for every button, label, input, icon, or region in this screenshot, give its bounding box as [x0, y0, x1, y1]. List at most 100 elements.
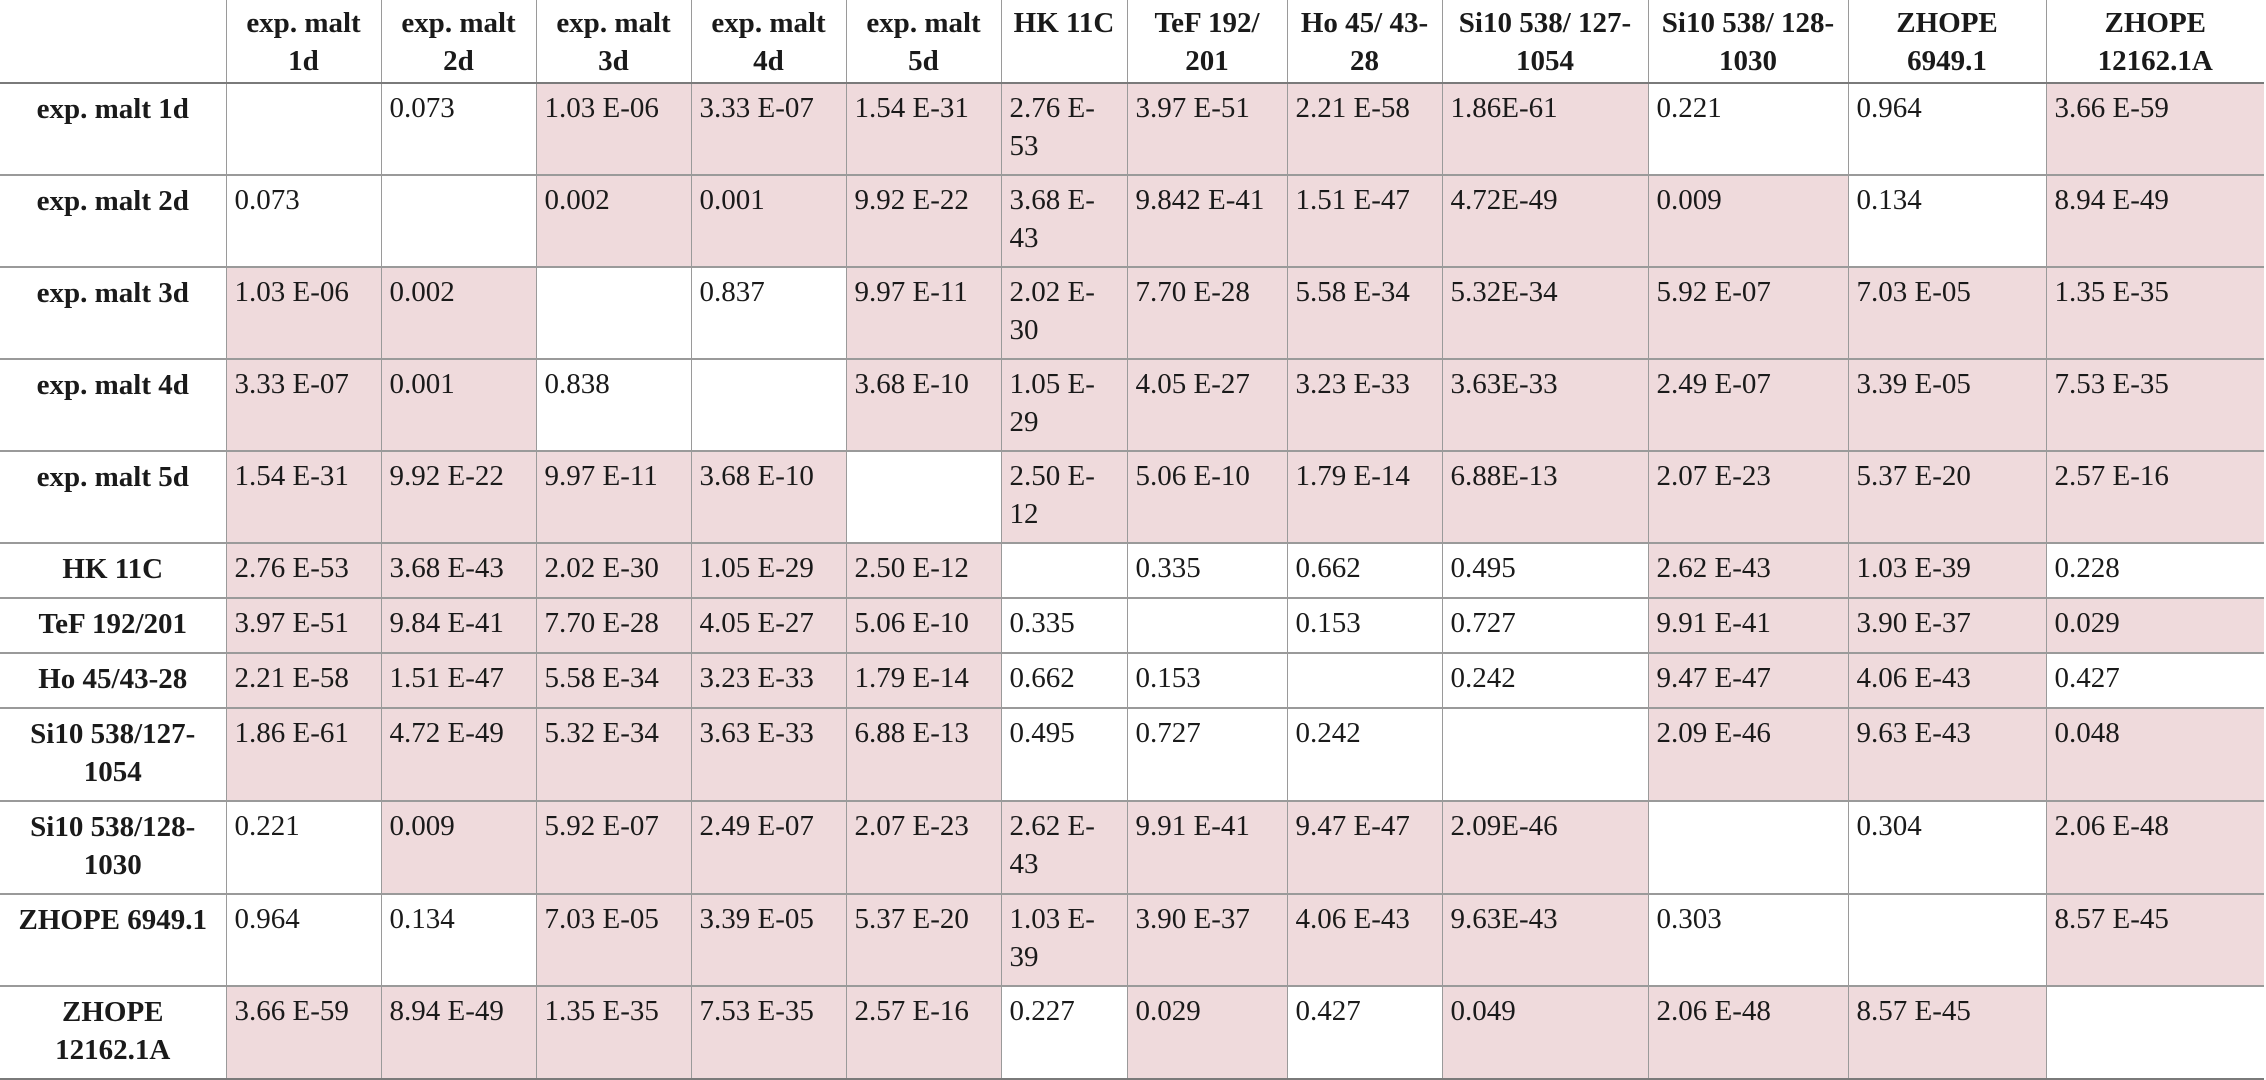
pvalue-cell: 2.50 E-12: [1000, 451, 1127, 543]
column-header: Ho 45/ 43-28: [1286, 0, 1442, 84]
pvalue-cell: 0.153: [1126, 653, 1287, 708]
pvalue-cell: 7.70 E-28: [1126, 267, 1287, 359]
pvalue-cell: 1.05 E-29: [690, 543, 846, 598]
pvalue-cell: 0.029: [2045, 598, 2264, 653]
pvalue-cell: 4.06 E-43: [1286, 894, 1442, 986]
pvalue-cell: 4.72 E-49: [380, 708, 536, 801]
pvalue-cell: 3.97 E-51: [1126, 83, 1287, 175]
column-header: HK 11C: [1000, 0, 1127, 84]
pvalue-cell: 8.94 E-49: [2045, 175, 2264, 267]
pvalue-cell: 0.227: [1000, 986, 1127, 1079]
pvalue-cell: 0.727: [1126, 708, 1287, 801]
column-header: exp. malt 5d: [845, 0, 1001, 84]
table-row: exp. malt 1d 0.073 1.03 E-06 3.33 E-07 1.54 …: [0, 83, 2264, 175]
pvalue-cell: 0.002: [535, 175, 691, 267]
pvalue-cell: 0.303: [1647, 894, 1848, 986]
row-header: exp. malt 1d: [36, 93, 189, 125]
pvalue-cell: 7.03 E-05: [535, 894, 691, 986]
pvalue-cell: 0.009: [1647, 175, 1848, 267]
pvalue-cell: 9.97 E-11: [535, 451, 691, 543]
pvalue-cell: 0.009: [380, 801, 536, 894]
table-row: ZHOPE 12162.1A 3.66 E-59 8.94 E-49 1.35 E-3…: [0, 986, 2264, 1079]
pvalue-cell: 3.63E-33: [1441, 359, 1648, 451]
pvalue-cell: 3.63 E-33: [690, 708, 846, 801]
pvalue-cell: 0.048: [2045, 708, 2264, 801]
pvalue-cell: 2.02 E-30: [535, 543, 691, 598]
pvalue-cell: 3.90 E-37: [1126, 894, 1287, 986]
row-header: exp. malt 2d: [36, 185, 189, 217]
column-header: exp. malt 4d: [690, 0, 846, 84]
pvalue-cell: 0.837: [690, 267, 846, 359]
column-header: exp. malt 1d: [225, 0, 381, 84]
column-header: Si10 538/ 128-1030: [1647, 0, 1848, 84]
pvalue-cell: 2.07 E-23: [845, 801, 1001, 894]
pvalue-cell: 0.964: [1847, 83, 2046, 175]
diagonal-cell: [845, 451, 1001, 543]
pvalue-cell: 2.21 E-58: [1286, 83, 1442, 175]
pvalue-cell: 1.03 E-06: [225, 267, 381, 359]
row-header: Si10 538/127-1054: [30, 718, 196, 788]
pvalue-cell: 0.002: [380, 267, 536, 359]
diagonal-cell: [380, 175, 536, 267]
pvalue-cell: 2.06 E-48: [1647, 986, 1848, 1079]
diagonal-cell: [1000, 543, 1127, 598]
pvalue-cell: 0.495: [1441, 543, 1648, 598]
row-header: exp. malt 3d: [36, 277, 189, 309]
pvalue-cell: 3.39 E-05: [690, 894, 846, 986]
pvalue-cell: 0.242: [1441, 653, 1648, 708]
pvalue-cell: 4.05 E-27: [1126, 359, 1287, 451]
column-header: exp. malt 3d: [535, 0, 691, 84]
row-header: exp. malt 4d: [36, 369, 189, 401]
pvalue-cell: 0.134: [380, 894, 536, 986]
column-header: ZHOPE 6949.1: [1847, 0, 2046, 84]
table-row: Si10 538/127-1054 1.86 E-61 4.72 E-49 5.32 …: [0, 708, 2264, 801]
pvalue-cell: 1.54 E-31: [225, 451, 381, 543]
pvalue-cell: 2.06 E-48: [2045, 801, 2264, 894]
pvalue-cell: 2.09E-46: [1441, 801, 1648, 894]
pvalue-cell: 8.57 E-45: [1847, 986, 2046, 1079]
pvalue-cell: 5.06 E-10: [1126, 451, 1287, 543]
pvalue-cell: 9.63 E-43: [1847, 708, 2046, 801]
pvalue-cell: 7.03 E-05: [1847, 267, 2046, 359]
pvalue-cell: 8.57 E-45: [2045, 894, 2264, 986]
pvalue-cell: 2.76 E-53: [225, 543, 381, 598]
pvalue-cell: 2.02 E-30: [1000, 267, 1127, 359]
pvalue-cell: 1.79 E-14: [1286, 451, 1442, 543]
pvalue-cell: 3.68 E-10: [845, 359, 1001, 451]
pvalue-cell: 7.53 E-35: [690, 986, 846, 1079]
pvalue-cell: 0.964: [225, 894, 381, 986]
row-header: TeF 192/201: [38, 608, 188, 640]
pvalue-cell: 1.03 E-39: [1847, 543, 2046, 598]
row-header: ZHOPE 12162.1A: [55, 996, 171, 1066]
pvalue-cell: 2.21 E-58: [225, 653, 381, 708]
pvalue-cell: 3.23 E-33: [1286, 359, 1442, 451]
table-row: exp. malt 4d 3.33 E-07 0.001 0.838 3.68 E-10…: [0, 359, 2264, 451]
pvalue-cell: 0.134: [1847, 175, 2046, 267]
diagonal-cell: [225, 83, 381, 175]
pvalue-cell: 0.727: [1441, 598, 1648, 653]
pvalue-cell: 1.54 E-31: [845, 83, 1001, 175]
pvalue-cell: 9.63E-43: [1441, 894, 1648, 986]
pvalue-cell: 4.72E-49: [1441, 175, 1648, 267]
diagonal-cell: [1847, 894, 2046, 986]
pvalue-cell: 9.92 E-22: [845, 175, 1001, 267]
pvalue-cell: 2.57 E-16: [845, 986, 1001, 1079]
pvalue-cell: 2.62 E-43: [1000, 801, 1127, 894]
pvalue-cell: 1.03 E-39: [1000, 894, 1127, 986]
pvalue-cell: 9.47 E-47: [1286, 801, 1442, 894]
pvalue-cell: 3.39 E-05: [1847, 359, 2046, 451]
diagonal-cell: [690, 359, 846, 451]
pvalue-cell: 3.33 E-07: [225, 359, 381, 451]
table-row: ZHOPE 6949.1 0.964 0.134 7.03 E-05 3.39 E-05…: [0, 894, 2264, 986]
row-header: exp. malt 5d: [36, 461, 189, 493]
pvalue-cell: 9.97 E-11: [845, 267, 1001, 359]
pvalue-cell: 0.335: [1126, 543, 1287, 598]
table-row: Si10 538/128-1030 0.221 0.009 5.92 E-07 2.49…: [0, 801, 2264, 894]
pvalue-cell: 2.49 E-07: [690, 801, 846, 894]
pvalue-cell: 0.029: [1126, 986, 1287, 1079]
table-row: TeF 192/201 3.97 E-51 9.84 E-41 7.70 E-28 4.…: [0, 598, 2264, 653]
pvalue-cell: 1.79 E-14: [845, 653, 1001, 708]
pvalue-cell: 5.58 E-34: [535, 653, 691, 708]
pvalue-cell: 3.97 E-51: [225, 598, 381, 653]
